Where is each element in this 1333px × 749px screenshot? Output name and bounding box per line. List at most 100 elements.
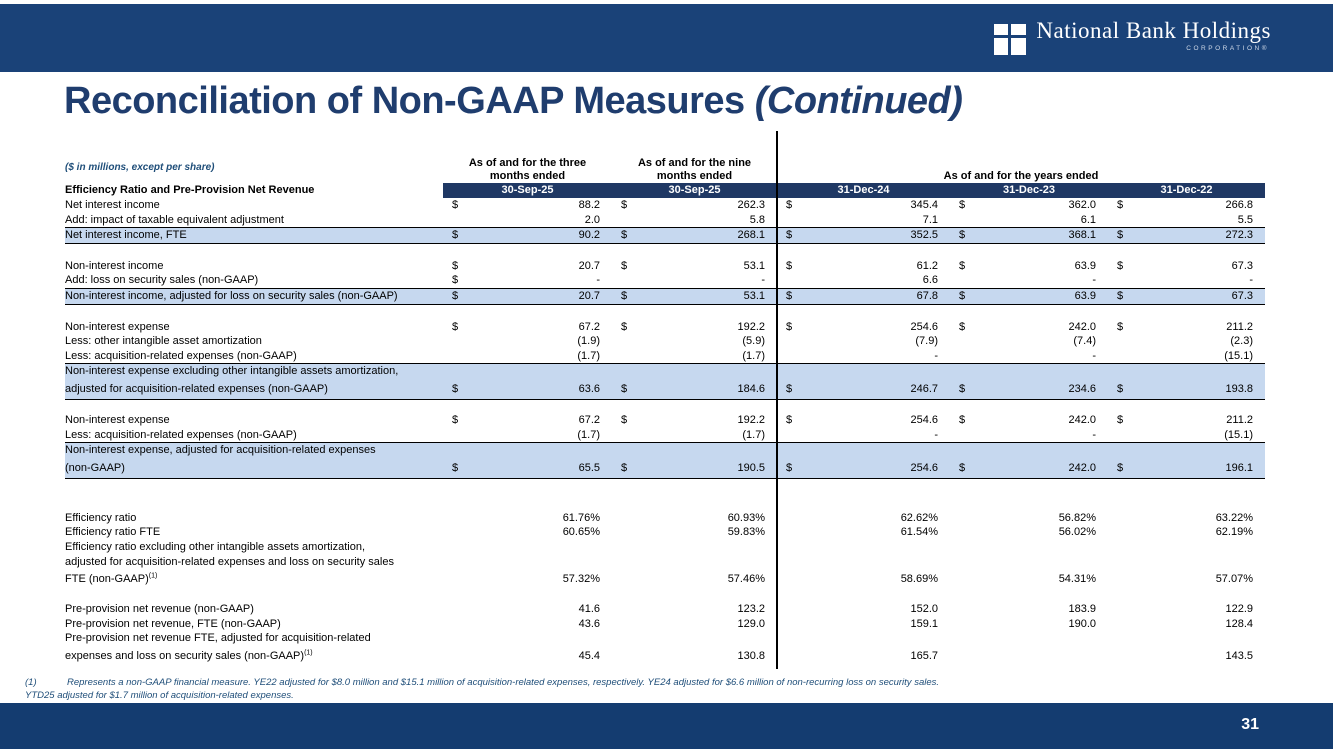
cell-value: $192.2 [621,320,765,333]
cell-value: 62.62% [900,511,938,524]
cell-value: - [1092,428,1096,441]
cell-value: - [1092,349,1096,362]
cell-value: (15.1) [1224,428,1253,441]
cell-value: - [1249,274,1253,287]
cell-value: (1.7) [742,428,765,441]
cell-value: 63.22% [1215,511,1253,524]
row-label: Efficiency ratio FTE [65,526,161,539]
footnotes: (1) Represents a non-GAAP financial meas… [25,676,1125,702]
table-row: Pre-provision net revenue, FTE (non-GAAP… [65,617,1265,632]
table-row: Non-interest expense excluding other int… [65,363,1265,379]
cell-value: $196.1 [1117,461,1253,474]
cell-value: 6.1 [1080,213,1096,226]
cell-value: 128.4 [1225,617,1253,630]
page-number: 31 [1241,716,1259,733]
top-banner: National Bank Holdings CORPORATION® [0,4,1333,72]
logo-square [994,24,1009,35]
table-row: FTE (non-GAAP)(1) 57.32% 57.46% 58.69% 54.31… [65,569,1265,589]
cell-value: 59.83% [727,526,765,539]
table-row: Less: acquisition-related expenses (non-… [65,428,1265,443]
row-label: adjusted for acquisition-related expense… [65,555,394,568]
cell-value: $242.0 [959,413,1096,426]
cell-value: $184.6 [621,382,765,395]
cell-value: $254.6 [786,320,938,333]
table-vertical-divider [776,131,778,669]
cell-value: $193.8 [1117,382,1253,395]
cell-value: $246.7 [786,382,938,395]
table-row: Non-interest expense, adjusted for acqui… [65,442,1265,458]
col-header-nine-months: As of and for the nine months ended [612,157,777,183]
cell-value: (15.1) [1224,349,1253,362]
cell-value: 7.1 [922,213,938,226]
cell-value: 159.1 [910,617,938,630]
cell-value: 57.07% [1215,573,1253,586]
cell-value: (1.9) [577,335,600,348]
cell-value: 58.69% [900,573,938,586]
cell-value: $63.9 [959,259,1096,272]
cell-value: $53.1 [621,289,765,302]
table-row: (non-GAAP) $65.5 $190.5 $254.6 $242.0 $196.1 [65,457,1265,479]
cell-value: 122.9 [1225,603,1253,616]
cell-value: 43.6 [578,617,600,630]
row-label: Net interest income, FTE [65,229,187,242]
cell-value: $266.8 [1117,199,1253,211]
row-label: Pre-provision net revenue (non-GAAP) [65,603,254,616]
row-label: Non-interest expense [65,320,170,333]
logo-square [1011,24,1027,35]
cell-value: 130.8 [737,649,765,662]
logo-text: National Bank Holdings CORPORATION® [1036,18,1271,52]
cell-value: 60.65% [562,526,600,539]
table-spacer [65,305,1265,320]
date-col-3: 31-Dec-24 [777,183,950,198]
table-row: expenses and loss on security sales (non… [65,646,1265,666]
col-header-line: As of and for the nine [637,157,752,169]
cell-value: $254.6 [786,461,938,474]
cell-value: (2.3) [1230,335,1253,348]
row-label: Non-interest expense, adjusted for acqui… [65,444,376,457]
cell-value: $20.7 [452,259,600,272]
cell-value: (1.7) [577,428,600,441]
cell-value: (1.7) [742,349,765,362]
table-row: adjusted for acquisition-related expense… [65,378,1265,400]
table-row: Add: loss on security sales (non-GAAP) $ -… [65,273,1265,288]
cell-value: 56.82% [1058,511,1096,524]
table-spacer [65,479,1265,511]
table-row: Efficiency ratio FTE 60.65% 59.83% 61.54% 56… [65,525,1265,540]
footnote-marker: (1) [25,677,37,688]
cell-value: $67.2 [452,320,600,333]
cell-value: - [761,274,765,287]
cell-value: $ - [452,274,600,287]
cell-value: 57.46% [727,573,765,586]
row-label: Pre-provision net revenue, FTE (non-GAAP… [65,617,281,630]
cell-value: $268.1 [621,229,765,242]
col-header-three-months: As of and for the three months ended [443,157,612,183]
row-label: Efficiency ratio excluding other intangi… [65,540,366,553]
cell-value: $63.6 [452,382,600,395]
units-hint: ($ in millions, except per share) [65,161,215,173]
cell-value: 60.93% [727,511,765,524]
date-col-4: 31-Dec-23 [950,183,1108,198]
cell-value: $242.0 [959,320,1096,333]
bottom-bar: 31 [0,703,1333,749]
row-label: Non-interest income [65,259,164,272]
cell-value: $345.4 [786,199,938,211]
row-label: Net interest income [65,199,160,211]
table-row: Non-interest income, adjusted for loss o… [65,287,1265,305]
page-title-main: Reconciliation of Non-GAAP Measures [64,80,755,122]
cell-value: $262.3 [621,199,765,211]
cell-value: 61.76% [562,511,600,524]
cell-value: 152.0 [910,603,938,616]
row-label: (non-GAAP) [65,461,125,474]
row-label: Non-interest expense [65,413,170,426]
footnote-line-2: YTD25 adjusted for $1.7 million of acqui… [25,690,294,701]
table-row: Pre-provision net revenue FTE, adjusted … [65,631,1265,646]
cell-value: 2.0 [584,213,600,226]
row-label: Less: acquisition-related expenses (non-… [65,349,297,362]
cell-value: 57.32% [562,573,600,586]
table-spacer [65,400,1265,413]
row-label: Less: other intangible asset amortizatio… [65,335,262,348]
table-row: Net interest income, FTE $90.2 $268.1 $352.… [65,227,1265,244]
table-spacer [65,589,1265,602]
company-name: National Bank Holdings [1036,18,1271,43]
